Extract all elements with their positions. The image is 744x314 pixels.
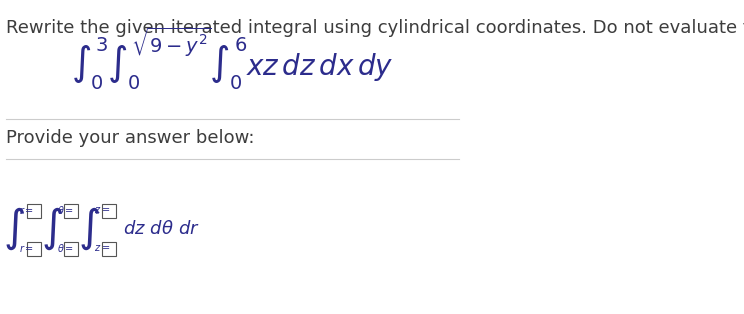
FancyBboxPatch shape (102, 242, 115, 256)
FancyBboxPatch shape (65, 242, 78, 256)
Text: $\theta=$: $\theta=$ (57, 204, 74, 216)
Text: $\theta=$: $\theta=$ (57, 242, 74, 254)
Text: Rewrite the given iterated integral using cylindrical coordinates. Do not evalua: Rewrite the given iterated integral usin… (6, 19, 744, 37)
Text: $\int$: $\int$ (78, 206, 100, 252)
Text: $dz\ d\theta\ dr$: $dz\ d\theta\ dr$ (124, 220, 200, 238)
FancyBboxPatch shape (27, 242, 41, 256)
Text: $r=$: $r=$ (19, 242, 34, 253)
Text: $z=$: $z=$ (94, 243, 111, 253)
FancyBboxPatch shape (27, 204, 41, 218)
Text: $\int_0^3 \int_0^{\sqrt{9-y^2}} \int_0^6 xz\, dz\, dx\, dy$: $\int_0^3 \int_0^{\sqrt{9-y^2}} \int_0^6… (71, 25, 394, 93)
Text: $r=$: $r=$ (19, 204, 34, 215)
FancyBboxPatch shape (65, 204, 78, 218)
Text: $\int$: $\int$ (41, 206, 63, 252)
Text: $z=$: $z=$ (94, 205, 111, 215)
Text: $\int$: $\int$ (4, 206, 25, 252)
Text: Provide your answer below:: Provide your answer below: (6, 129, 254, 147)
FancyBboxPatch shape (102, 204, 115, 218)
